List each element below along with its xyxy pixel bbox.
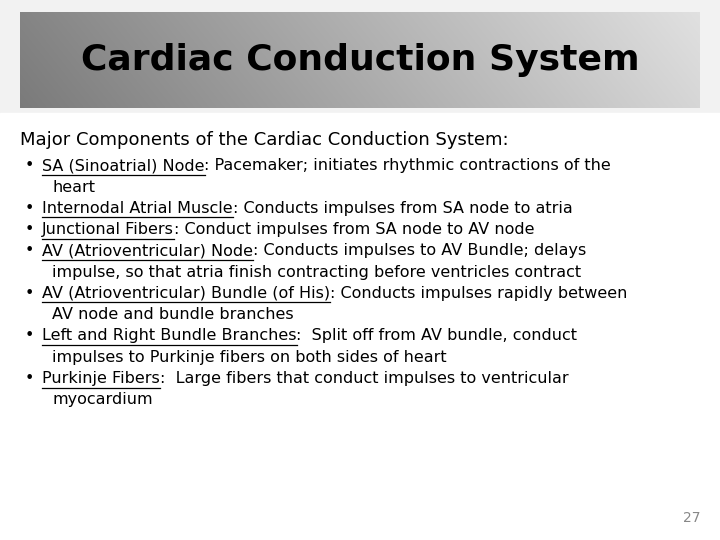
Text: Internodal Atrial Muscle: Internodal Atrial Muscle bbox=[42, 201, 233, 216]
Text: SA (Sinoatrial) Node: SA (Sinoatrial) Node bbox=[42, 158, 204, 173]
Text: heart: heart bbox=[52, 180, 95, 194]
Text: : Conducts impulses from SA node to atria: : Conducts impulses from SA node to atri… bbox=[233, 201, 572, 216]
Text: •: • bbox=[25, 286, 35, 301]
Text: AV node and bundle branches: AV node and bundle branches bbox=[52, 307, 294, 322]
Text: Major Components of the Cardiac Conduction System:: Major Components of the Cardiac Conducti… bbox=[20, 131, 508, 149]
Text: Junctional Fibers: Junctional Fibers bbox=[42, 222, 174, 237]
Text: •: • bbox=[25, 158, 35, 173]
Text: : Pacemaker; initiates rhythmic contractions of the: : Pacemaker; initiates rhythmic contract… bbox=[204, 158, 611, 173]
Text: •: • bbox=[25, 222, 35, 237]
Text: •: • bbox=[25, 201, 35, 216]
Text: : Conduct impulses from SA node to AV node: : Conduct impulses from SA node to AV no… bbox=[174, 222, 534, 237]
Text: •: • bbox=[25, 328, 35, 343]
Text: : Conducts impulses rapidly between: : Conducts impulses rapidly between bbox=[330, 286, 628, 301]
Text: Left and Right Bundle Branches: Left and Right Bundle Branches bbox=[42, 328, 297, 343]
Text: impulse, so that atria finish contracting before ventricles contract: impulse, so that atria finish contractin… bbox=[52, 265, 581, 280]
Text: •: • bbox=[25, 244, 35, 259]
Text: : Conducts impulses to AV Bundle; delays: : Conducts impulses to AV Bundle; delays bbox=[253, 244, 586, 259]
Text: AV (Atrioventricular) Node: AV (Atrioventricular) Node bbox=[42, 244, 253, 259]
Bar bbox=[0, 113, 720, 540]
Text: :  Split off from AV bundle, conduct: : Split off from AV bundle, conduct bbox=[297, 328, 577, 343]
Text: Cardiac Conduction System: Cardiac Conduction System bbox=[81, 43, 639, 77]
Text: 27: 27 bbox=[683, 511, 700, 525]
Text: :  Large fibers that conduct impulses to ventricular: : Large fibers that conduct impulses to … bbox=[160, 371, 568, 386]
Text: Purkinje Fibers: Purkinje Fibers bbox=[42, 371, 160, 386]
Text: impulses to Purkinje fibers on both sides of heart: impulses to Purkinje fibers on both side… bbox=[52, 350, 446, 365]
Text: AV (Atrioventricular) Bundle (of His): AV (Atrioventricular) Bundle (of His) bbox=[42, 286, 330, 301]
Text: myocardium: myocardium bbox=[52, 393, 153, 407]
Text: •: • bbox=[25, 371, 35, 386]
